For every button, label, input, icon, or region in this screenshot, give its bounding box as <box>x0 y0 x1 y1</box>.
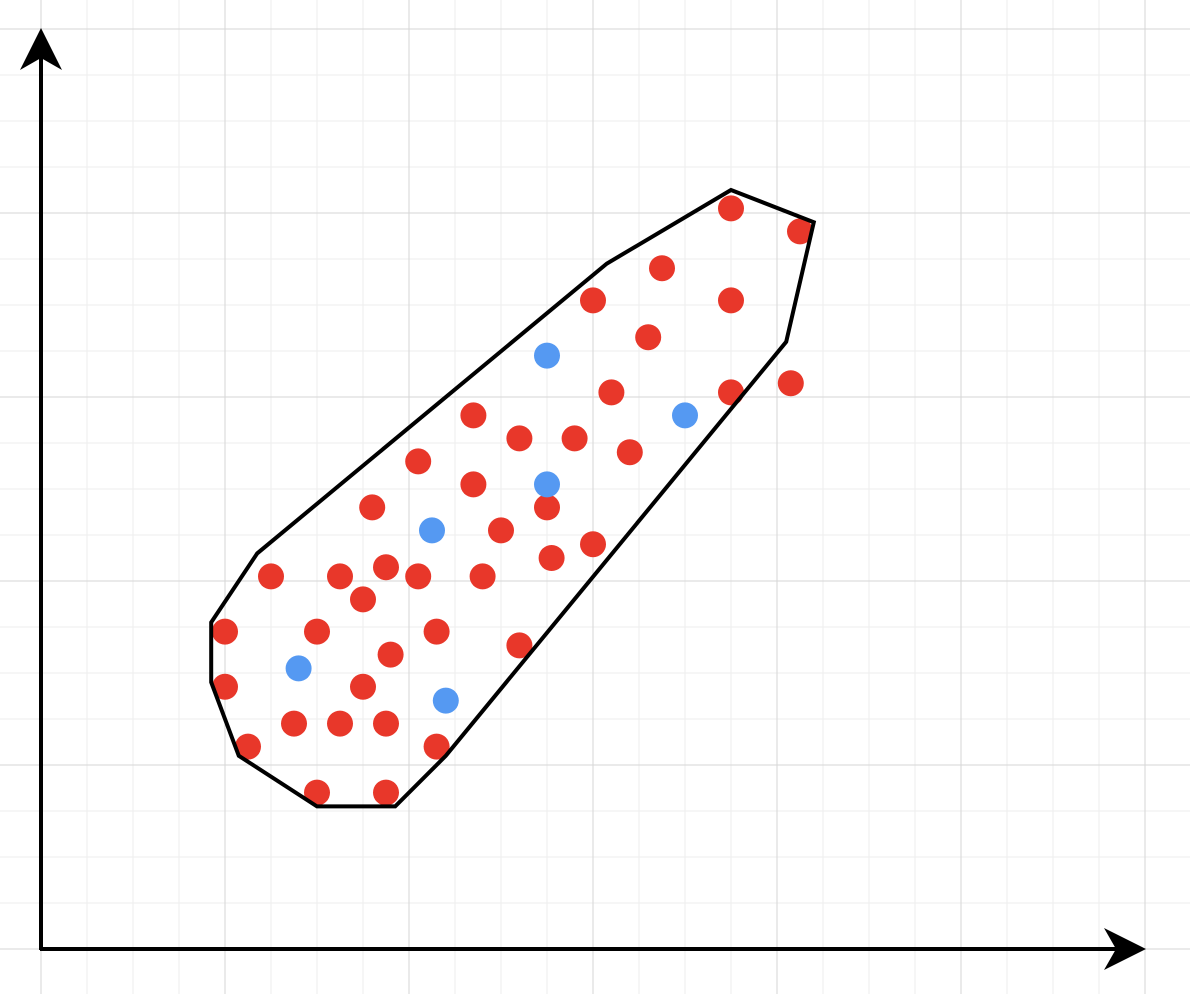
red-point <box>561 425 588 452</box>
blue-point <box>534 471 560 498</box>
red-point <box>405 563 432 590</box>
red-point <box>350 586 376 613</box>
red-point <box>373 554 399 581</box>
red-point <box>327 710 353 737</box>
red-point <box>635 324 662 351</box>
red-point <box>488 517 514 544</box>
blue-point <box>672 402 698 429</box>
red-point <box>350 673 376 700</box>
red-point <box>373 710 399 737</box>
axes <box>20 28 1146 970</box>
red-point <box>506 425 533 452</box>
red-point <box>649 255 675 282</box>
blue-point <box>285 655 312 682</box>
red-point <box>598 379 625 406</box>
red-point <box>423 618 450 645</box>
red-point <box>359 494 386 521</box>
x-axis-arrow-icon <box>1104 928 1146 970</box>
red-point <box>212 618 238 645</box>
red-point <box>377 641 404 668</box>
red-point <box>212 673 238 700</box>
red-point <box>718 287 744 314</box>
red-point <box>616 439 643 466</box>
red-point <box>258 563 284 590</box>
red-point <box>580 531 606 558</box>
red-point <box>423 733 450 760</box>
blue-point <box>432 687 459 714</box>
blue-point <box>419 517 445 544</box>
red-point <box>281 710 307 737</box>
red-point <box>327 563 353 590</box>
blue-point <box>534 342 560 369</box>
red-point <box>460 471 487 498</box>
red-point <box>235 733 261 760</box>
red-point <box>304 779 330 806</box>
y-axis-arrow-icon <box>20 28 62 70</box>
red-point <box>718 195 744 222</box>
red-point <box>718 379 744 406</box>
red-point <box>506 632 533 659</box>
red-point <box>469 563 496 590</box>
data-points <box>212 195 813 806</box>
red-point <box>304 618 330 645</box>
red-point <box>580 287 606 314</box>
red-point <box>534 494 560 521</box>
red-point <box>787 218 813 245</box>
red-point <box>405 448 432 475</box>
red-point <box>460 402 487 429</box>
red-point <box>777 370 804 397</box>
convex-hull <box>209 187 817 809</box>
red-point <box>373 779 399 806</box>
red-point <box>538 545 565 571</box>
